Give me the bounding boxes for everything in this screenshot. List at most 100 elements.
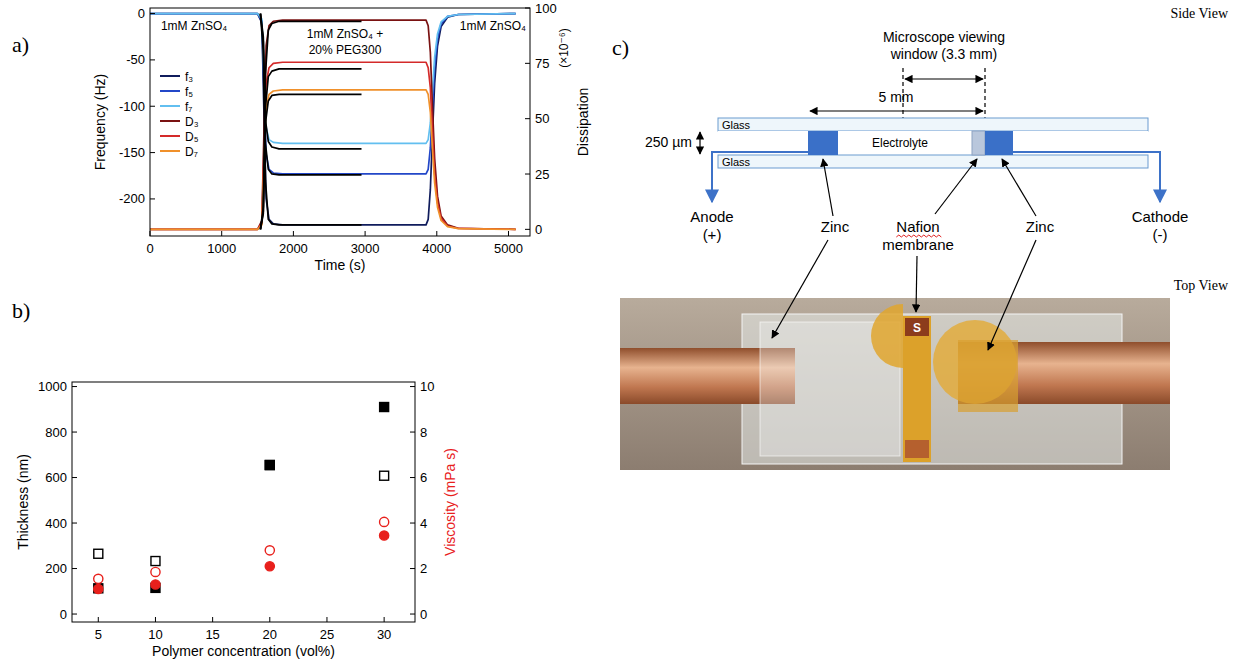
anode-label-line: (+) bbox=[703, 226, 722, 243]
annotation-line: 20% PEG300 bbox=[309, 43, 382, 57]
glass-bottom bbox=[718, 155, 1148, 168]
y-tick-label: 800 bbox=[45, 425, 67, 440]
x-tick-label: 1000 bbox=[207, 241, 236, 256]
callout-arrow bbox=[988, 240, 1036, 350]
callout-label-line: Zinc bbox=[821, 218, 850, 235]
scatter-point bbox=[380, 403, 389, 412]
panel-letter: b) bbox=[12, 298, 30, 323]
y2-tick-label: 10 bbox=[420, 379, 434, 394]
strip-end bbox=[905, 318, 929, 336]
series-line bbox=[150, 14, 516, 144]
y2-tick-label: 2 bbox=[420, 561, 427, 576]
y-tick-label: -100 bbox=[119, 99, 145, 114]
y2-tick-label: 50 bbox=[535, 111, 549, 126]
zinc-left bbox=[808, 131, 838, 155]
scatter-point bbox=[151, 580, 160, 589]
scatter-point bbox=[94, 549, 103, 558]
kapton bbox=[958, 340, 1018, 412]
y2-tick-label: 0 bbox=[535, 222, 542, 237]
plot-frame bbox=[150, 8, 530, 236]
y-tick-label: -200 bbox=[119, 191, 145, 206]
y-tick-label: -150 bbox=[119, 145, 145, 160]
annotation-line: 1mM ZnSO₄ bbox=[161, 19, 227, 33]
y2-tick bbox=[525, 8, 530, 9]
kapton bbox=[871, 304, 903, 368]
callout-arrow bbox=[1002, 159, 1036, 216]
scatter-point bbox=[94, 584, 103, 593]
y2-tick bbox=[525, 118, 530, 119]
y2-tick-label: 4 bbox=[420, 516, 427, 531]
y2-tick bbox=[410, 432, 415, 433]
callout-label-line: Zinc bbox=[1026, 218, 1055, 235]
panel-line-chart: a)010002000300040005000-200-150-100-5000… bbox=[12, 1, 591, 274]
gap-label: 250 µm bbox=[645, 134, 692, 150]
y-tick bbox=[150, 106, 155, 107]
scatter-point bbox=[380, 471, 389, 480]
y-tick bbox=[72, 432, 77, 433]
series-line bbox=[260, 94, 361, 229]
y-axis-title: Frequency (Hz) bbox=[92, 74, 108, 170]
callout-arrow bbox=[772, 240, 828, 338]
y-tick-label: 200 bbox=[45, 561, 67, 576]
legend: f₃f₅f₇D₃D₅D₇ bbox=[160, 70, 199, 159]
scatter-point bbox=[151, 567, 160, 576]
legend-swatch bbox=[160, 120, 180, 122]
cathode-label: Cathode(-) bbox=[1132, 208, 1189, 243]
scatter-point bbox=[380, 531, 389, 540]
glass-top bbox=[718, 118, 1148, 131]
x-tick bbox=[269, 617, 270, 622]
x-tick bbox=[155, 617, 156, 622]
callout-label: Zinc bbox=[1026, 218, 1055, 235]
x-tick bbox=[293, 231, 294, 236]
y2-tick-label: 8 bbox=[420, 425, 427, 440]
annotation-line: 1mM ZnSO₄ bbox=[460, 19, 526, 33]
window-edge bbox=[984, 68, 985, 118]
y-tick bbox=[72, 523, 77, 524]
legend-label: D₇ bbox=[185, 145, 198, 159]
x-tick-label: 3000 bbox=[351, 241, 380, 256]
series-line bbox=[260, 69, 361, 229]
scatter-point bbox=[265, 546, 274, 555]
annotation: 1mM ZnSO₄ bbox=[161, 19, 227, 33]
y2-tick-label: 100 bbox=[535, 1, 557, 16]
gap-arrow bbox=[699, 132, 700, 154]
x-tick-label: 15 bbox=[205, 627, 219, 642]
y-tick bbox=[150, 152, 155, 153]
scatter-point bbox=[94, 584, 103, 593]
y-tick bbox=[72, 386, 77, 387]
x-tick bbox=[98, 617, 99, 622]
scatter-point bbox=[151, 557, 160, 566]
callout-label-line: membrane bbox=[882, 236, 954, 253]
photo-ground bbox=[620, 298, 1170, 470]
scatter-point bbox=[265, 461, 274, 470]
window-label: Microscope viewingwindow (3.3 mm) bbox=[883, 29, 1005, 62]
zinc-right bbox=[985, 131, 1013, 155]
callout-arrow bbox=[823, 159, 833, 216]
x-tick bbox=[384, 617, 385, 622]
legend-swatch bbox=[160, 105, 180, 107]
cathode-label-line: (-) bbox=[1153, 226, 1168, 243]
y-tick bbox=[150, 198, 155, 199]
window-label-line: Microscope viewing bbox=[883, 29, 1005, 45]
panel-letter: c) bbox=[612, 35, 629, 60]
y2-tick bbox=[525, 174, 530, 175]
callout-arrow bbox=[916, 256, 917, 312]
y2-tick-label: 75 bbox=[535, 56, 549, 71]
nafion bbox=[972, 131, 985, 155]
panel-diagram: c)Side ViewMicroscope viewingwindow (3.3… bbox=[612, 6, 1229, 470]
scatter-point bbox=[265, 562, 274, 571]
y2-tick bbox=[410, 523, 415, 524]
x-tick bbox=[365, 231, 366, 236]
x-axis-title: Polymer concentration (vol%) bbox=[152, 643, 335, 659]
x-tick-label: 5000 bbox=[494, 241, 523, 256]
cathode-label-line: Cathode bbox=[1132, 208, 1189, 225]
legend-label: f₇ bbox=[185, 100, 192, 114]
annotation: 1mM ZnSO₄ +20% PEG300 bbox=[307, 27, 384, 57]
window-label-line: window (3.3 mm) bbox=[890, 46, 998, 62]
y-tick-label: 600 bbox=[45, 470, 67, 485]
legend-label: f₅ bbox=[185, 85, 193, 99]
window-arrow bbox=[905, 78, 983, 79]
series-line bbox=[150, 14, 516, 225]
y2-tick bbox=[410, 386, 415, 387]
y2-tick-label: 25 bbox=[535, 167, 549, 182]
